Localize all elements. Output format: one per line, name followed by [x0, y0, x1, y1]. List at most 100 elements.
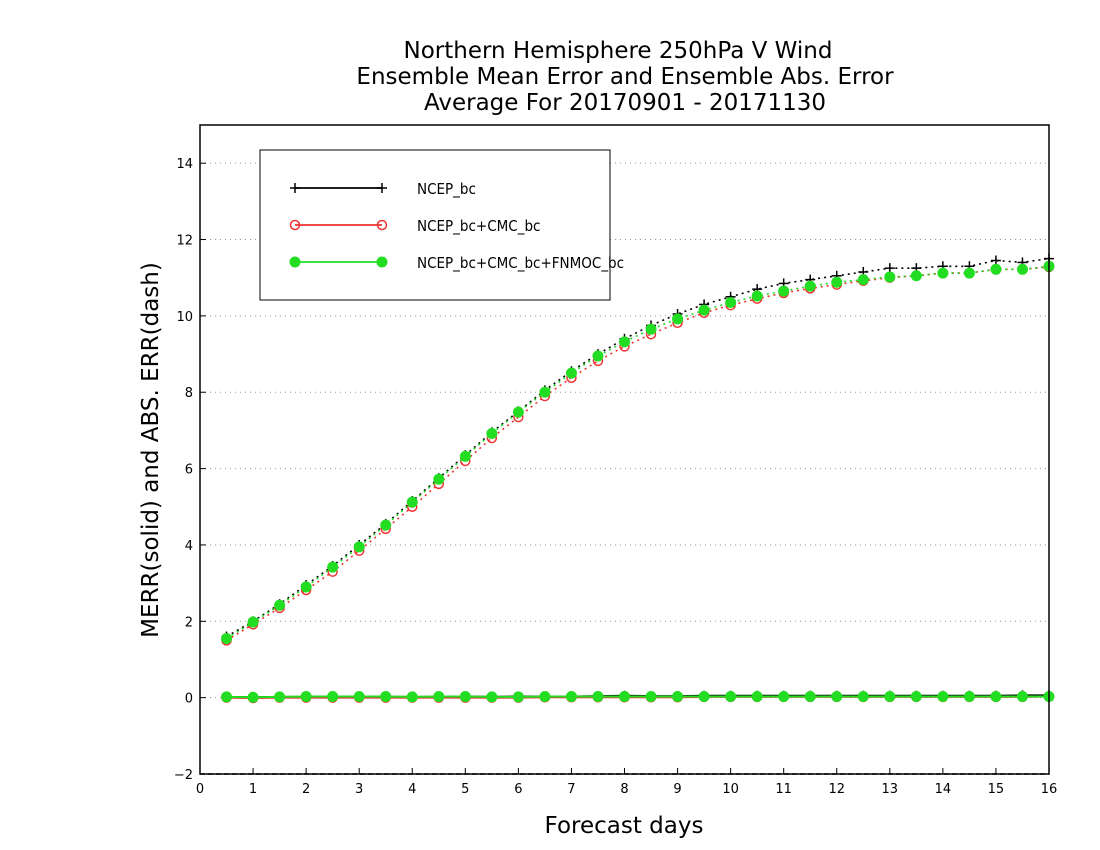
mean-error-point — [990, 691, 1002, 703]
chart-title: Northern Hemisphere 250hPa V Wind Ensemb… — [356, 38, 894, 116]
abs-error-line — [226, 266, 1050, 642]
mean-error-point — [778, 691, 790, 703]
abs-error-point — [512, 406, 524, 418]
abs-error-point — [751, 290, 763, 302]
y-tick-label: −2 — [174, 768, 193, 783]
mean-error-point — [672, 691, 684, 703]
legend-label: NCEP_bc — [417, 180, 476, 199]
mean-error-point — [884, 691, 896, 703]
abs-error-point — [990, 263, 1002, 275]
abs-error-point — [619, 336, 630, 348]
x-tick-label: 2 — [302, 782, 310, 797]
abs-error-point — [937, 267, 949, 279]
x-tick-label: 8 — [620, 782, 628, 797]
abs-error-point — [884, 271, 896, 283]
mean-error-point — [831, 691, 843, 703]
abs-error-point — [539, 386, 551, 398]
abs-error-line — [226, 257, 1050, 638]
legend-entry: NCEP_bc — [290, 180, 476, 199]
legend-label: NCEP_bc+CMC_bc — [417, 217, 540, 236]
abs-error-point — [221, 632, 233, 644]
x-tick-label: 7 — [567, 782, 575, 797]
mean-error-point — [300, 691, 312, 703]
y-tick-label: 2 — [185, 615, 193, 630]
mean-error-point — [565, 691, 577, 703]
mean-error-point — [645, 691, 657, 703]
mean-error-point — [963, 691, 975, 703]
series-3 — [221, 260, 1055, 703]
abs-error-point — [433, 473, 445, 485]
legend-marker — [376, 219, 388, 231]
x-tick-label: 0 — [196, 782, 204, 797]
y-axis-label: MERR(solid) and ABS. ERR(dash) — [138, 262, 164, 638]
mean-error-point — [937, 691, 949, 703]
mean-error-point — [804, 691, 816, 703]
mean-error-point — [327, 691, 339, 703]
x-axis-label: Forecast days — [545, 813, 704, 839]
y-tick-label: 6 — [185, 463, 193, 478]
title-line-2: Ensemble Mean Error and Ensemble Abs. Er… — [356, 64, 894, 90]
mean-error-point — [910, 691, 922, 703]
legend-marker — [289, 256, 301, 268]
x-tick-label: 16 — [1041, 782, 1058, 797]
mean-error-point — [751, 691, 763, 703]
y-tick-label: 14 — [176, 157, 193, 172]
y-tick-label: 10 — [176, 310, 193, 325]
legend: NCEP_bc NCEP_bc+CMC_bc NCEP_bc+CMC_bc+FNMO… — [259, 149, 624, 301]
mean-error-line — [226, 695, 1049, 699]
abs-error-point — [247, 616, 259, 628]
x-tick-label: 9 — [673, 782, 681, 797]
x-tick-label: 13 — [882, 782, 899, 797]
mean-error-point — [459, 691, 471, 703]
abs-error-point — [778, 285, 790, 297]
x-tick-label: 15 — [988, 782, 1005, 797]
mean-error-point — [406, 691, 418, 703]
abs-error-point — [698, 304, 710, 316]
abs-error-point — [592, 350, 604, 362]
abs-error-point — [406, 496, 418, 508]
y-tick-label: 4 — [185, 539, 193, 554]
mean-error-point — [433, 691, 445, 703]
abs-error-point — [804, 280, 816, 292]
series-layer — [221, 253, 1055, 704]
legend-entry: NCEP_bc+CMC_bc+FNMOC_bc — [289, 254, 624, 273]
x-tick-label: 3 — [355, 782, 363, 797]
abs-error-point — [327, 561, 339, 573]
mean-error-point — [592, 691, 604, 703]
y-tick-label: 0 — [185, 692, 193, 707]
legend-marker — [289, 219, 301, 231]
abs-error-point — [672, 313, 684, 325]
abs-error-point — [963, 267, 975, 279]
x-tick-label: 10 — [722, 782, 739, 797]
legend-entry: NCEP_bc+CMC_bc — [289, 217, 540, 236]
abs-error-point — [459, 450, 471, 462]
abs-error-point — [831, 276, 843, 288]
x-tick-label: 4 — [408, 782, 416, 797]
abs-error-point — [274, 599, 286, 611]
abs-error-point — [645, 323, 657, 335]
mean-error-point — [539, 691, 551, 703]
abs-error-point — [565, 367, 577, 379]
abs-error-point — [1016, 263, 1028, 275]
mean-error-point — [221, 691, 233, 703]
mean-error-point — [380, 691, 392, 703]
abs-error-point — [486, 427, 498, 439]
x-tick-label: 12 — [828, 782, 845, 797]
mean-error-point — [247, 691, 259, 703]
title-line-3: Average For 20170901 - 20171130 — [424, 90, 826, 116]
mean-error-point — [486, 691, 498, 703]
mean-error-point — [512, 691, 524, 703]
abs-error-point — [353, 541, 365, 553]
x-tick-label: 6 — [514, 782, 522, 797]
series-2 — [221, 261, 1055, 704]
mean-error-point — [619, 691, 630, 703]
mean-error-point — [857, 691, 869, 703]
legend-marker — [377, 183, 387, 193]
mean-error-point — [274, 691, 286, 703]
legend-marker — [290, 183, 300, 193]
y-tick-label: 12 — [176, 234, 193, 249]
abs-error-point — [857, 274, 869, 286]
